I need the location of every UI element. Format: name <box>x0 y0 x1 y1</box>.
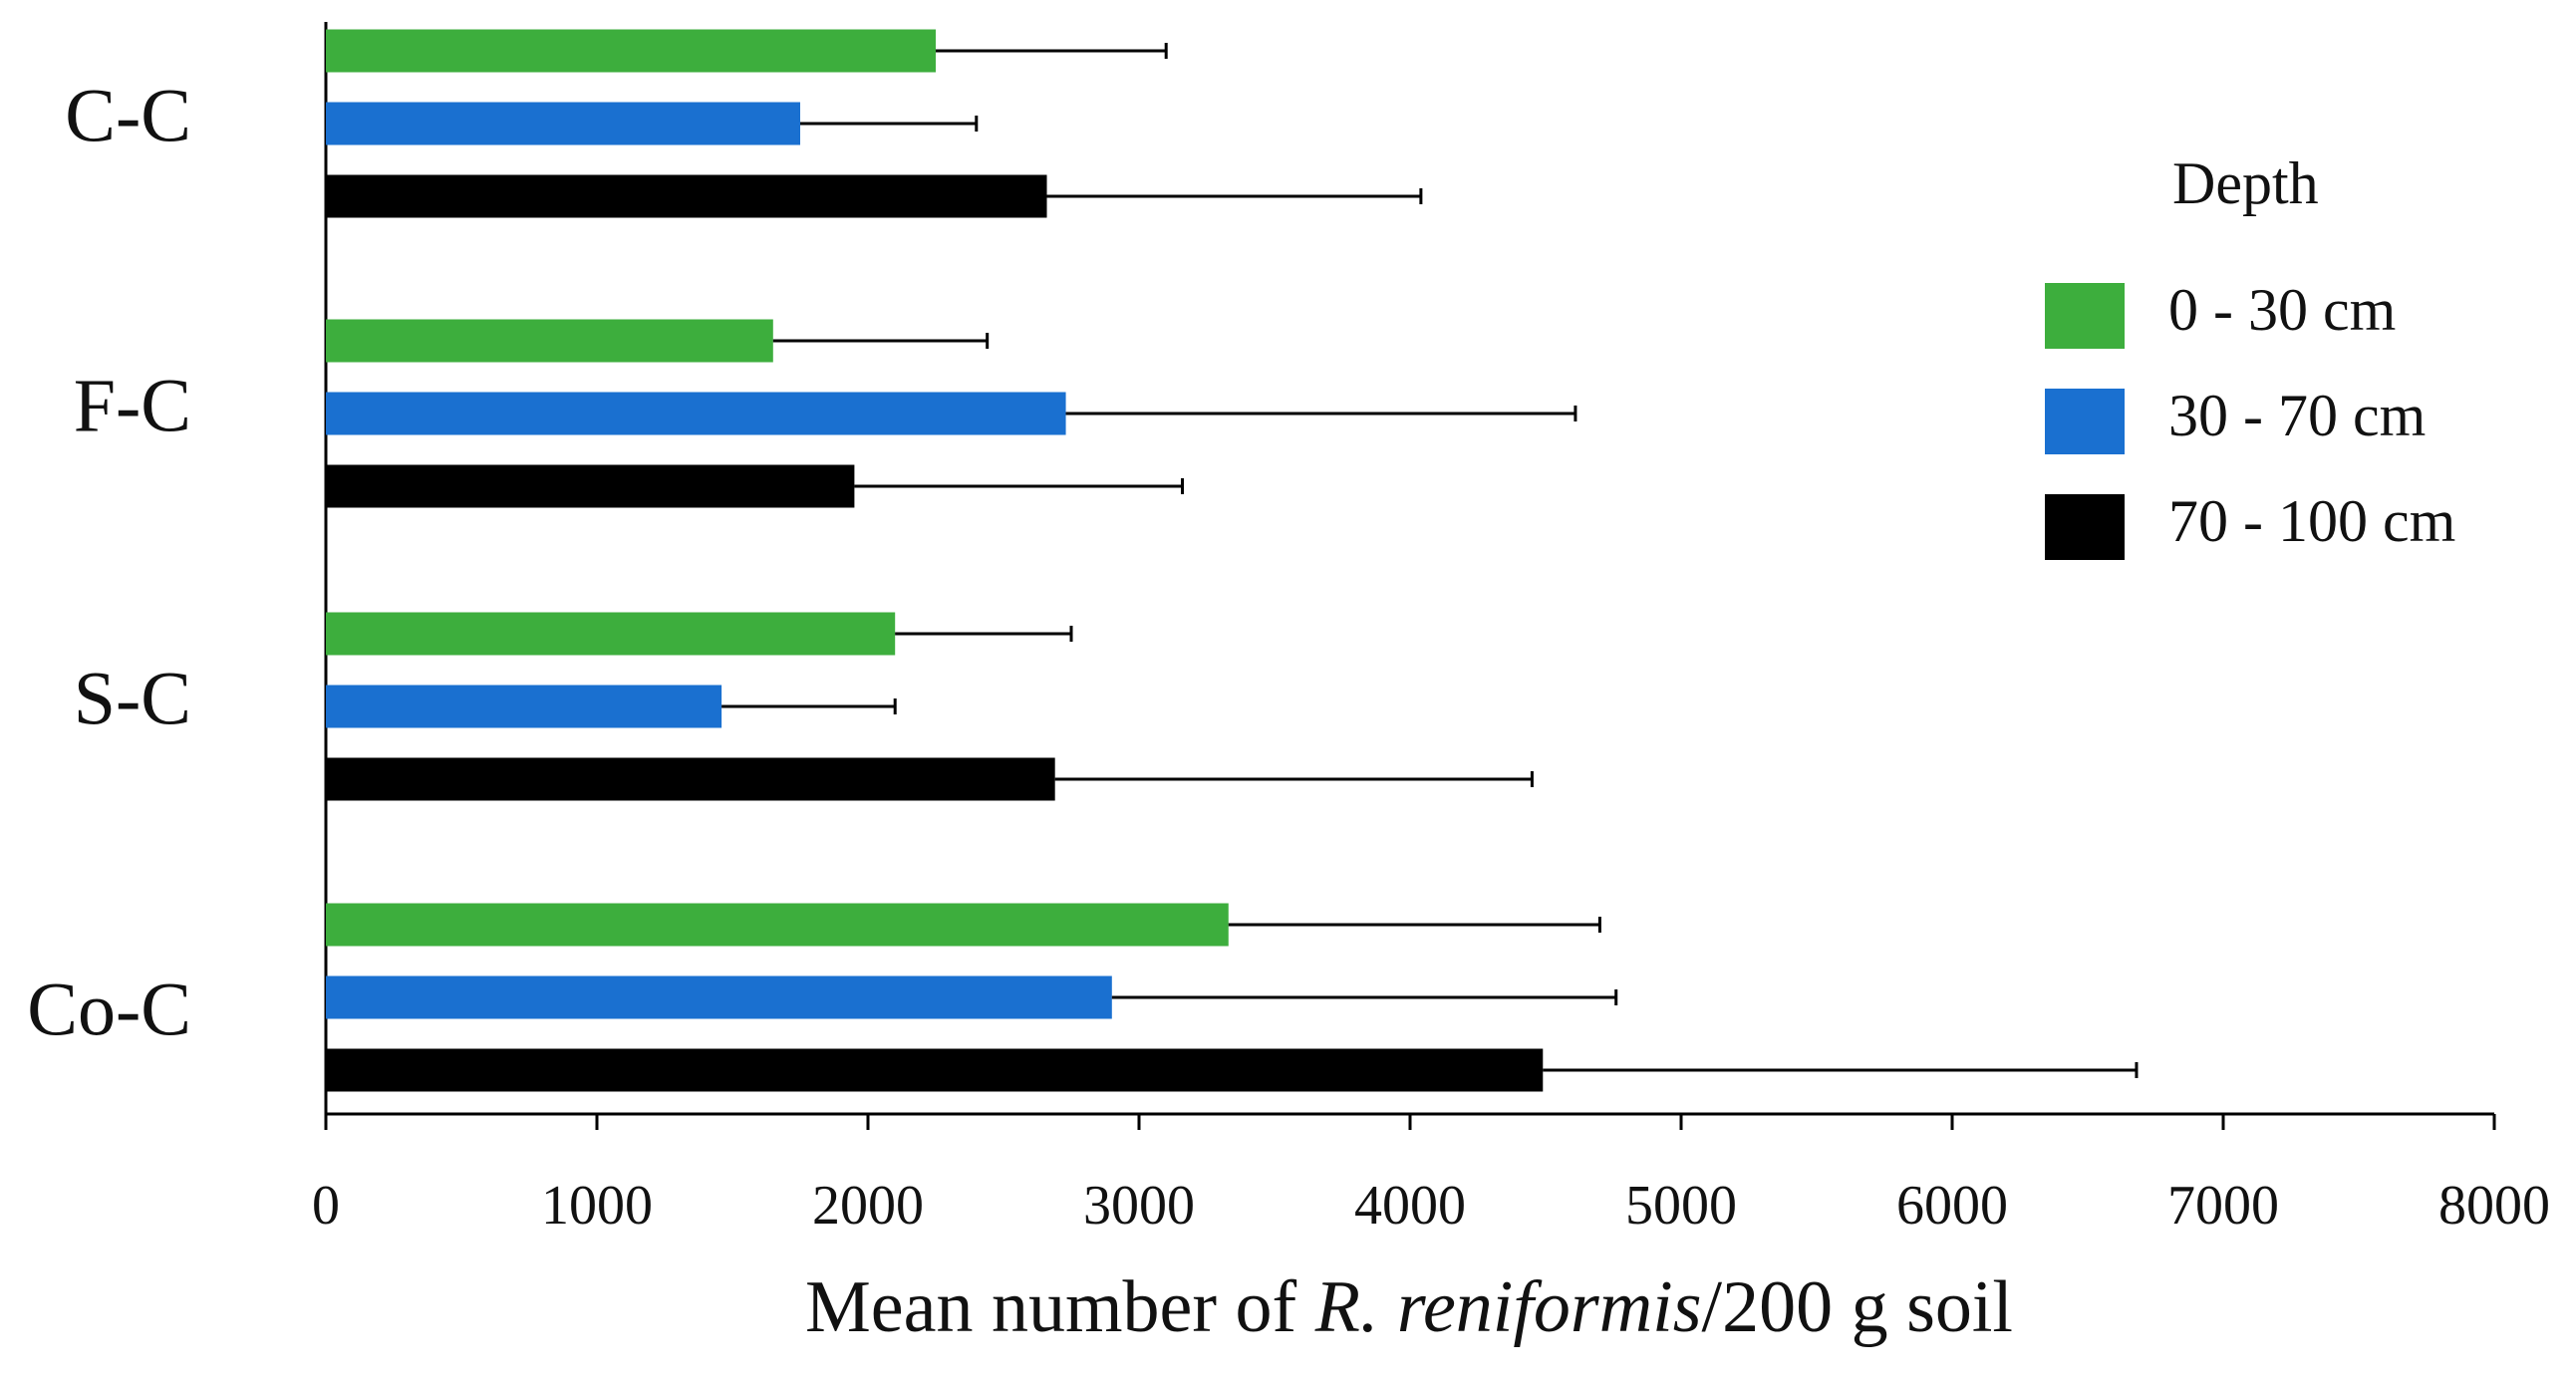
bar <box>326 464 855 508</box>
x-axis-title: Mean number of R. reniformis/200 g soil <box>805 1266 2013 1348</box>
y-tick-label: Co-C <box>27 968 191 1051</box>
y-tick-label: F-C <box>74 364 191 447</box>
bar <box>326 174 1047 218</box>
x-tick-label: 4000 <box>1354 1175 1466 1237</box>
bar <box>326 757 1055 801</box>
bar <box>326 903 1229 947</box>
y-tick-label: S-C <box>74 657 191 740</box>
legend-label: 70 - 100 cm <box>2168 488 2455 554</box>
x-tick-label: 7000 <box>2167 1175 2279 1237</box>
bar <box>326 102 800 145</box>
x-tick-label: 6000 <box>1896 1175 2008 1237</box>
x-tick-label: 1000 <box>541 1175 653 1237</box>
bar <box>326 29 936 73</box>
x-tick-label: 3000 <box>1083 1175 1195 1237</box>
x-tick-label: 8000 <box>2438 1175 2550 1237</box>
bar <box>326 612 896 656</box>
bar <box>326 685 722 728</box>
x-tick-label: 5000 <box>1625 1175 1737 1237</box>
legend-swatch <box>2045 389 2125 454</box>
legend-swatch <box>2045 494 2125 560</box>
x-tick-label: 2000 <box>812 1175 924 1237</box>
legend-title: Depth <box>2172 150 2319 216</box>
bar <box>326 392 1066 435</box>
bar <box>326 1048 1544 1092</box>
y-tick-label: C-C <box>65 74 191 157</box>
bar <box>326 319 773 363</box>
legend-label: 0 - 30 cm <box>2168 277 2396 343</box>
x-axis-title-part: Mean number of <box>805 1266 1315 1348</box>
legend-label: 30 - 70 cm <box>2168 383 2426 448</box>
x-axis-title-part: R. reniformis <box>1314 1266 1702 1348</box>
x-tick-label: 0 <box>312 1175 340 1237</box>
x-axis-title-part: /200 g soil <box>1702 1266 2013 1348</box>
bar <box>326 975 1112 1019</box>
legend-swatch <box>2045 283 2125 349</box>
